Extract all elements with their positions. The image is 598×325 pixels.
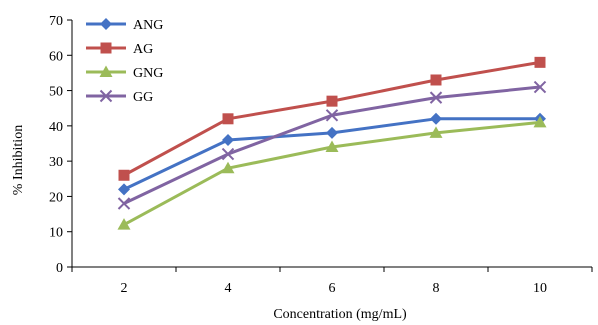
legend-label: ANG xyxy=(133,18,163,33)
marker-stroke xyxy=(117,197,131,210)
data-point-gg xyxy=(221,147,235,161)
legend-item-ag: AG xyxy=(86,42,153,57)
data-point-ang xyxy=(222,133,234,146)
data-point-gng xyxy=(429,126,443,138)
series-gg xyxy=(117,80,547,210)
series-gng xyxy=(117,115,547,230)
series-ang xyxy=(118,112,546,196)
marker-stroke xyxy=(99,89,113,103)
legend-label: GG xyxy=(133,90,153,105)
data-point-ag xyxy=(534,56,546,68)
y-tick-label: 30 xyxy=(49,155,63,170)
data-point-gg xyxy=(325,109,339,122)
marker-stroke xyxy=(429,91,443,104)
legend-marker xyxy=(100,18,112,30)
marker-stroke xyxy=(221,147,235,161)
x-tick-label: 4 xyxy=(225,281,232,296)
data-point-ag xyxy=(326,95,338,107)
x-tick-label: 2 xyxy=(121,281,128,296)
y-tick-label: 40 xyxy=(49,120,63,135)
marker-stroke xyxy=(533,80,547,94)
legend-marker xyxy=(99,65,113,77)
legend-label: AG xyxy=(133,42,153,57)
data-point-gng xyxy=(221,161,235,174)
x-tick-label: 6 xyxy=(329,281,336,296)
data-point-ang xyxy=(118,183,130,196)
y-tick-label: 70 xyxy=(49,14,63,29)
legend-marker xyxy=(100,42,112,54)
x-tick-label: 8 xyxy=(433,281,440,296)
data-point-ang xyxy=(430,112,442,125)
y-tick-label: 60 xyxy=(49,49,63,64)
data-point-ag xyxy=(118,169,130,181)
legend: ANG AG GNG GG xyxy=(86,18,163,105)
data-point-ag xyxy=(222,113,234,125)
data-point-ag xyxy=(430,74,442,86)
x-tick-label: 10 xyxy=(533,281,547,296)
legend-item-gg: GG xyxy=(86,89,153,105)
marker-stroke xyxy=(325,109,339,122)
y-axis-title: % Inhibition xyxy=(11,125,26,195)
series-group xyxy=(117,56,547,230)
axes: 0 10 20 30 40 50 60 70 2 4 6 8 10 xyxy=(49,14,593,296)
data-point-gng xyxy=(117,218,131,230)
legend-item-gng: GNG xyxy=(86,65,163,81)
data-point-ang xyxy=(326,126,338,139)
data-point-gg xyxy=(429,91,443,104)
y-tick-label: 20 xyxy=(49,190,63,205)
y-tick-label: 50 xyxy=(49,85,63,100)
series-ag xyxy=(118,56,546,181)
legend-label: GNG xyxy=(133,66,163,81)
y-tick-label: 10 xyxy=(49,226,63,241)
legend-marker xyxy=(99,89,113,103)
data-point-gg xyxy=(533,80,547,94)
x-axis-title: Concentration (mg/mL) xyxy=(273,307,407,322)
data-point-gg xyxy=(117,197,131,210)
legend-item-ang: ANG xyxy=(86,18,163,33)
y-tick-label: 0 xyxy=(56,261,63,276)
data-point-gng xyxy=(533,115,547,128)
data-point-gng xyxy=(325,140,339,153)
